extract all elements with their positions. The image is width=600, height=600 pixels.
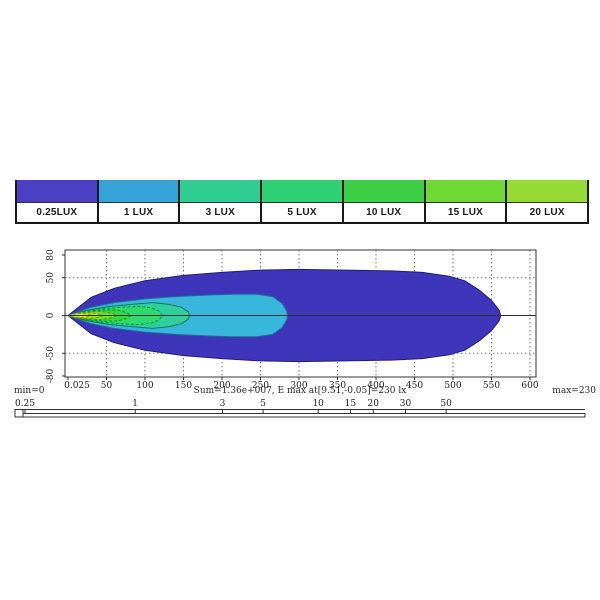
legend-label: 10 LUX	[366, 207, 402, 218]
scale-left-cap	[14, 409, 24, 418]
x-tick-label: 100	[136, 381, 153, 391]
status-max: max=230	[552, 386, 596, 396]
beam-chart: 0.025 50 100 150 200 250 300 350 400 450 500 550 600…	[46, 249, 539, 391]
legend-swatch	[262, 180, 342, 203]
scale-value: 0.25	[15, 399, 35, 409]
legend-cell-5lux: 5 LUX	[262, 180, 344, 222]
legend-cell-1lux: 1 LUX	[98, 180, 181, 222]
scale-value: 10	[312, 399, 324, 409]
y-tick-label: 50	[46, 272, 56, 284]
x-tick-label: 400	[367, 381, 384, 391]
x-tick-label: 50	[101, 381, 113, 391]
legend-swatch	[180, 180, 261, 203]
scale-bar-rect	[14, 413, 586, 418]
x-tick-label: 150	[175, 381, 192, 391]
legend-label: 5 LUX	[287, 207, 317, 218]
scale-value: 20	[368, 399, 380, 409]
legend-cell-10lux: 10 LUX	[343, 180, 426, 222]
legend-swatch	[425, 180, 506, 203]
lux-legend: 0.25LUX 1 LUX 3 LUX 5 LUX 10 LUX 15 LUX 20 LUX	[15, 180, 589, 224]
scale-value: 3	[220, 399, 226, 409]
x-tick-label: 600	[521, 381, 538, 391]
scale-value: 30	[400, 399, 412, 409]
status-row: min=0 Sum=1.36e+007, E max at[9.51,-0.05…	[0, 386, 600, 398]
legend-cell-20lux: 20 LUX	[507, 180, 588, 222]
legend-label: 3 LUX	[205, 207, 235, 218]
legend-label: 15 LUX	[447, 207, 483, 218]
status-min: min=0	[14, 386, 45, 396]
legend-label: 0.25LUX	[36, 207, 78, 218]
legend-swatch	[17, 180, 97, 203]
legend-label: 20 LUX	[529, 207, 565, 218]
lux-scale-bar: 0.25 1 3 5 10 15 20 30 50	[14, 399, 586, 418]
legend-label: 1 LUX	[123, 207, 154, 218]
x-tick-label: 0.025	[64, 381, 90, 391]
scale-value: 50	[440, 399, 452, 409]
scale-value: 1	[132, 399, 138, 409]
x-tick-label: 300	[290, 381, 307, 391]
y-tick-label: 0	[46, 312, 56, 318]
legend-cell-3lux: 3 LUX	[180, 180, 263, 222]
x-tick-label: 250	[252, 381, 269, 391]
scale-value: 15	[345, 399, 357, 409]
x-tick-label: 500	[444, 381, 461, 391]
legend-cell-0.25lux: 0.25LUX	[17, 180, 99, 222]
legend-cell-15lux: 15 LUX	[425, 180, 508, 222]
y-tick-label: -80	[46, 368, 56, 383]
scale-value: 5	[260, 399, 266, 409]
x-tick-label: 550	[483, 381, 500, 391]
legend-swatch	[343, 180, 424, 203]
legend-swatch	[98, 180, 179, 203]
plot-frame	[64, 249, 537, 378]
y-tick-label: 80	[46, 249, 56, 261]
x-tick-label: 450	[406, 381, 423, 391]
status-sum: Sum=1.36e+007, E max at[9.51,-0.05]=230 …	[193, 386, 407, 396]
x-tick-label: 350	[329, 381, 346, 391]
legend-swatch	[507, 180, 588, 203]
y-tick-label: -50	[46, 346, 56, 361]
x-tick-label: 200	[213, 381, 230, 391]
